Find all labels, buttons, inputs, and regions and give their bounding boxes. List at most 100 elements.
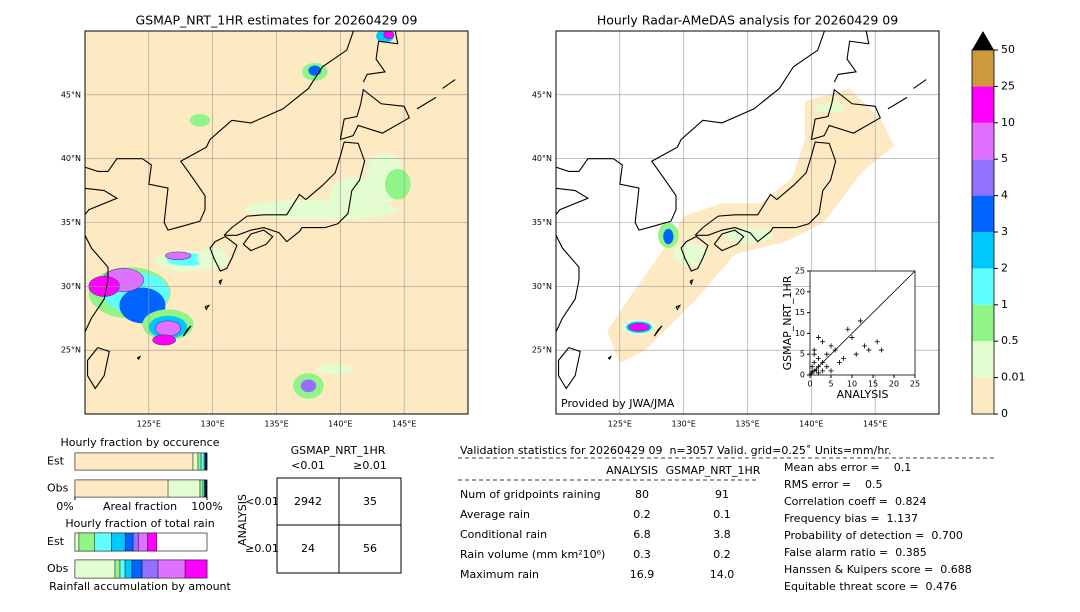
scatter-point bbox=[815, 355, 821, 361]
x-tick-label: 0% bbox=[56, 500, 73, 513]
colorbar-label: 5 bbox=[1001, 152, 1008, 165]
bar-segment bbox=[131, 559, 143, 579]
y-tick-label: 25°N bbox=[61, 346, 81, 355]
x-axis-label: ANALYSIS bbox=[837, 388, 889, 401]
rain-area bbox=[152, 334, 176, 346]
map-title: GSMAP_NRT_1HR estimates for 20260429 09 bbox=[136, 13, 418, 28]
x-tick-label: 20 bbox=[889, 380, 899, 389]
scatter-point bbox=[809, 364, 815, 370]
row-label: Est bbox=[47, 535, 65, 548]
y-tick-label: 30°N bbox=[61, 282, 81, 291]
coastline bbox=[833, 31, 870, 83]
x-tick-label: 135°E bbox=[735, 420, 759, 429]
score: False alarm ratio = 0.385 bbox=[784, 546, 927, 559]
scatter-point bbox=[824, 364, 830, 370]
colorbar-segment bbox=[972, 122, 994, 160]
score: RMS error = 0.5 bbox=[784, 478, 882, 491]
scatter-point bbox=[862, 343, 868, 349]
row-label: <0.01 bbox=[245, 495, 279, 508]
scatter-point bbox=[841, 355, 847, 361]
rain-area bbox=[663, 228, 674, 245]
colorbar-label: 3 bbox=[1001, 225, 1008, 238]
scatter-point bbox=[824, 351, 830, 357]
bar-segment bbox=[197, 452, 202, 471]
coastline bbox=[442, 79, 456, 89]
y-tick-label: 35°N bbox=[61, 218, 81, 227]
rain-area bbox=[385, 168, 411, 200]
coastline bbox=[416, 96, 437, 110]
diagonal bbox=[809, 270, 916, 376]
y-tick-label: 30°N bbox=[532, 282, 552, 291]
x-axis-label: Areal fraction bbox=[103, 500, 177, 513]
stat-value: 0.2 bbox=[713, 548, 731, 561]
coastline bbox=[913, 79, 927, 89]
coastline bbox=[204, 304, 211, 311]
colorbar-label: 10 bbox=[1001, 116, 1015, 129]
table-cell: 24 bbox=[301, 542, 315, 555]
scatter-point bbox=[820, 339, 826, 345]
stat-value: 3.8 bbox=[713, 528, 731, 541]
rain-area bbox=[673, 242, 707, 266]
colorbar-label: 0.01 bbox=[1001, 371, 1026, 384]
colorbar-label: 0.5 bbox=[1001, 334, 1019, 347]
bar-segment bbox=[74, 479, 169, 498]
coastline bbox=[142, 31, 355, 231]
y-tick-label: 40°N bbox=[61, 154, 81, 163]
coastline bbox=[362, 31, 399, 83]
row-title: ANALYSIS bbox=[236, 494, 249, 546]
stat-value: 16.9 bbox=[630, 568, 655, 581]
colorbar-label: 2 bbox=[1001, 261, 1008, 274]
score: Equitable threat score = 0.476 bbox=[784, 580, 957, 593]
x-tick-label: 130°E bbox=[201, 420, 225, 429]
bar-segment bbox=[124, 532, 134, 552]
x-tick-label: 140°E bbox=[328, 420, 352, 429]
map bbox=[556, 31, 939, 414]
colorbar-segment bbox=[972, 268, 994, 305]
coastline bbox=[85, 158, 143, 172]
map-frame bbox=[84, 30, 469, 415]
rain-area bbox=[300, 379, 317, 393]
coastline bbox=[680, 235, 709, 272]
panel-title: Hourly fraction by occurence bbox=[61, 436, 220, 449]
colorbar-label: 0 bbox=[1001, 407, 1008, 420]
colorbar-segment bbox=[972, 377, 994, 414]
coastline bbox=[87, 347, 110, 390]
y-tick-label: 45°N bbox=[61, 90, 81, 99]
coastline bbox=[136, 355, 142, 361]
bar-segment bbox=[141, 559, 159, 579]
colorbar-label: 25 bbox=[1001, 79, 1015, 92]
stat-label: Conditional rain bbox=[460, 528, 547, 541]
table-cell: 56 bbox=[363, 542, 377, 555]
colorbar-label: 1 bbox=[1001, 298, 1008, 311]
bar-segment bbox=[111, 532, 126, 552]
colorbar-extend bbox=[972, 31, 994, 50]
x-tick-label: 145°E bbox=[392, 420, 416, 429]
scatter-point bbox=[828, 368, 834, 374]
scatter-point bbox=[820, 368, 826, 374]
coastline bbox=[218, 278, 223, 286]
coastline bbox=[223, 141, 366, 243]
column-header: GSMAP_NRT_1HR bbox=[666, 464, 761, 477]
bar-segment bbox=[199, 479, 204, 498]
scatter-point bbox=[811, 368, 817, 374]
y-tick-label: 5 bbox=[800, 350, 805, 359]
rain-area bbox=[628, 323, 650, 332]
stat-value: 0.1 bbox=[713, 508, 731, 521]
table-cell: 2942 bbox=[294, 495, 322, 508]
bar-segment bbox=[114, 559, 121, 579]
colorbar-label: 4 bbox=[1001, 189, 1008, 202]
scatter-point bbox=[820, 360, 826, 366]
y-tick-label: 0 bbox=[800, 371, 805, 380]
scatter-point bbox=[828, 343, 834, 349]
bar-segment bbox=[74, 559, 116, 579]
row-label: ≥0.01 bbox=[245, 542, 279, 555]
y-tick-label: 20 bbox=[795, 287, 805, 296]
coastline bbox=[556, 187, 590, 334]
x-axis-label: Rainfall accumulation by amount bbox=[49, 580, 231, 593]
stats-title: Validation statistics for 20260429 09 n=… bbox=[460, 444, 891, 457]
scatter-point bbox=[808, 371, 814, 377]
bar-segment bbox=[138, 532, 148, 552]
bar-segment bbox=[94, 532, 112, 552]
scatter-point bbox=[811, 360, 817, 366]
